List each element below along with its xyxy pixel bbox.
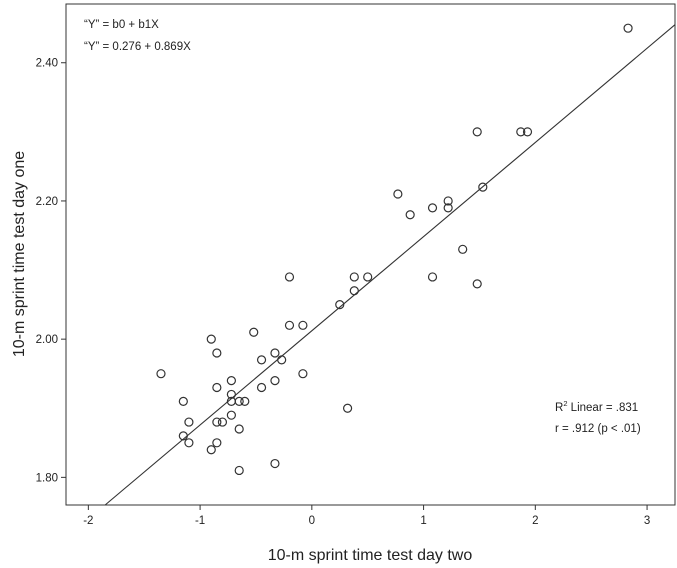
data-point — [270, 458, 280, 469]
data-point — [478, 182, 488, 192]
x-tick-label: 1 — [420, 515, 426, 527]
data-point — [472, 127, 482, 137]
y-tick-label: 2.40 — [36, 58, 58, 70]
data-points — [156, 23, 633, 476]
data-point — [298, 320, 308, 330]
data-point — [178, 396, 188, 406]
data-point — [226, 410, 236, 420]
x-tick-label: -1 — [195, 515, 205, 527]
data-point — [522, 127, 533, 137]
x-axis: -2 -1 0 1 2 3 — [83, 505, 650, 527]
data-point — [212, 382, 222, 393]
r-squared-annotation: R2 Linear = .831 — [555, 399, 638, 414]
y-axis-title: 10-m sprint time test day one — [11, 151, 28, 357]
data-point — [256, 382, 267, 393]
data-point — [393, 189, 403, 199]
data-point — [443, 203, 453, 213]
r-squared-prefix: R — [555, 402, 563, 414]
data-point — [342, 403, 353, 413]
data-point — [472, 279, 482, 289]
data-point — [217, 417, 228, 427]
data-point — [443, 196, 453, 206]
x-axis-title: 10-m sprint time test day two — [268, 547, 473, 564]
x-tick-label: 0 — [309, 515, 315, 527]
data-point — [284, 320, 295, 330]
data-point — [516, 127, 526, 137]
data-point — [405, 210, 415, 220]
r-squared-suffix: Linear = .831 — [567, 402, 638, 414]
data-point — [349, 272, 359, 282]
data-point — [184, 417, 194, 427]
data-point — [256, 355, 267, 365]
data-point — [234, 424, 244, 434]
y-tick-label: 2.00 — [36, 334, 58, 346]
data-point — [363, 272, 373, 282]
r-annotation: r = .912 (p < .01) — [555, 423, 641, 435]
data-point — [277, 355, 287, 365]
y-tick-label: 1.80 — [36, 472, 58, 484]
data-point — [212, 348, 222, 358]
equation-generic: “Y” = b0 + b1X — [84, 19, 159, 31]
data-point — [178, 431, 188, 441]
data-point — [234, 465, 244, 476]
data-point — [212, 417, 222, 427]
data-point — [623, 23, 633, 33]
y-tick-label: 2.20 — [36, 196, 58, 208]
x-tick-label: -2 — [83, 515, 93, 527]
data-point — [298, 369, 308, 379]
data-point — [270, 348, 280, 358]
data-point — [234, 396, 244, 406]
data-point — [226, 376, 236, 386]
y-axis: 1.80 2.00 2.20 2.40 — [36, 58, 66, 484]
data-point — [335, 300, 345, 310]
r-squared-superscript: 2 — [563, 399, 567, 408]
data-point — [458, 244, 468, 254]
data-point — [184, 438, 194, 448]
plot-area — [65, 3, 676, 506]
data-point — [249, 327, 259, 337]
data-point — [427, 272, 438, 282]
regression-line — [104, 24, 676, 506]
equation-fit: “Y” = 0.276 + 0.869X — [84, 41, 191, 53]
x-tick-label: 2 — [532, 515, 538, 527]
data-point — [270, 376, 280, 386]
data-point — [349, 286, 359, 296]
data-point — [240, 396, 250, 406]
data-point — [212, 438, 222, 448]
data-point — [206, 334, 216, 344]
data-point — [206, 445, 216, 455]
data-point — [427, 203, 438, 213]
data-point — [284, 272, 295, 282]
data-point — [226, 389, 236, 400]
x-tick-label: 3 — [644, 515, 650, 527]
data-point — [156, 369, 166, 379]
